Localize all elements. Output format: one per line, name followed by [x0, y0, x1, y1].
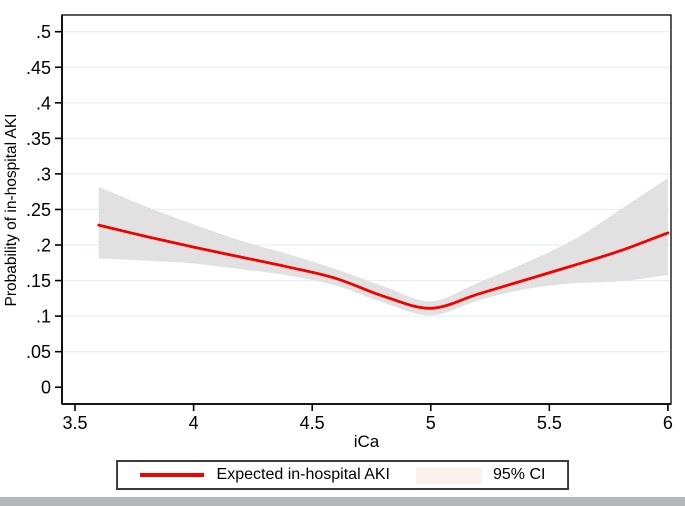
- y-tick-label: .05: [26, 342, 51, 362]
- legend-line-sample-icon: [139, 473, 204, 477]
- x-tick-label: 6: [663, 413, 673, 433]
- x-tick-label: 4.5: [300, 413, 325, 433]
- x-tick-label: 4: [189, 413, 199, 433]
- legend-label-expected: Expected in-hospital AKI: [216, 466, 390, 483]
- y-tick-label: .35: [26, 129, 51, 149]
- y-tick-label: .2: [36, 236, 51, 256]
- y-tick-label: .45: [26, 58, 51, 78]
- legend: Expected in-hospital AKI 95% CI: [115, 460, 570, 490]
- x-tick-label: 5: [426, 413, 436, 433]
- y-tick-label: .5: [36, 22, 51, 42]
- y-tick-label: .15: [26, 271, 51, 291]
- y-tick-label: .4: [36, 93, 51, 113]
- y-axis-title: Probability of in-hospital AKI: [3, 114, 20, 307]
- window-bottom-bar: [0, 497, 685, 506]
- x-tick-label: 3.5: [63, 413, 88, 433]
- gridlines: [63, 31, 670, 353]
- y-tick-label: .1: [36, 307, 51, 327]
- legend-label-ci: 95% CI: [492, 466, 546, 483]
- legend-ci-swatch-icon: [415, 466, 482, 484]
- y-tick-label: .25: [26, 200, 51, 220]
- x-axis-title: iCa: [354, 432, 380, 451]
- y-tick-label: 0: [41, 378, 51, 398]
- x-axis-ticks: 3.5 4 4.5 5 5.5 6: [63, 404, 673, 433]
- y-tick-label: .3: [36, 164, 51, 184]
- expected-aki-line: [97, 223, 670, 310]
- y-axis-ticks: 0 .05 .1 .15 .2 .25 .3 .35 .4 .45 .5: [26, 22, 62, 398]
- plot-svg: 0.05.1.15.2.25.3.35.4.45.5 3.5 4 4.5 5 5.5 6 …: [3, 14, 673, 451]
- mean-line: [97, 223, 670, 310]
- x-tick-label: 5.5: [537, 413, 562, 433]
